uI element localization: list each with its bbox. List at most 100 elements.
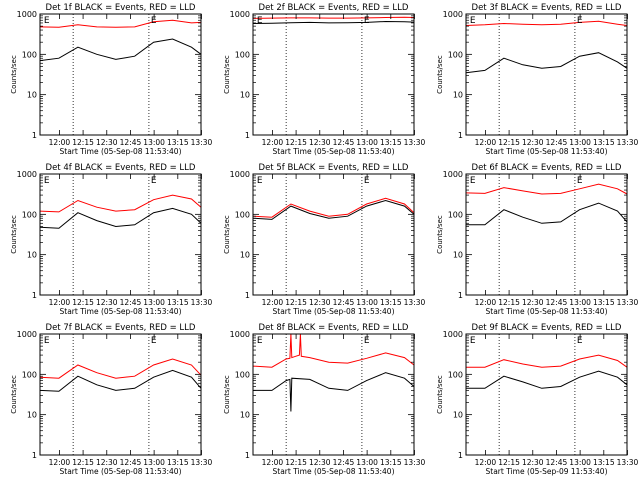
x-tick-label: 13:15 [167,458,189,467]
chart-panel-5: Det 5f BLACK = Events, RED = LLD 1 10 100 10… [223,163,426,316]
x-tick-label: 12:45 [546,298,568,307]
y-tick-label: 1 [458,131,463,140]
x-axis-label: Start Time (05-Sep-08 11:53:40) [273,467,395,476]
y-tick-label: 1000 [443,170,463,179]
plot-frame [465,333,628,456]
x-tick-label: 13:15 [593,458,615,467]
plot-frame [252,13,415,136]
y-tick-label: 100 [22,210,37,219]
y-tick-label: 10 [27,251,37,260]
y-tick-label: 10 [453,91,463,100]
x-tick-label: 13:15 [167,138,189,147]
x-tick-label: 13:00 [356,138,378,147]
x-tick-label: 13:15 [593,138,615,147]
y-tick-label: 1 [32,131,37,140]
x-tick-label: 12:15 [498,458,520,467]
event-marker-label: E [577,176,583,186]
chart-title: Det 8f BLACK = Events, RED = LLD [259,323,409,333]
plot-frame [39,333,202,456]
plot-frame [465,13,628,136]
event-marker-label: E [470,336,476,346]
x-tick-label: 12:45 [120,458,142,467]
y-tick-label: 10 [27,411,37,420]
x-tick-label: 13:00 [143,138,165,147]
series-line-2 [39,369,202,392]
chart-panel-1: Det 1f BLACK = Events, RED = LLD 1 10 100 10… [10,3,213,156]
x-tick-label: 12:00 [475,298,497,307]
series-line-2 [39,38,202,62]
y-axis-label: Counts/sec [10,215,18,254]
chart-title: Det 4f BLACK = Events, RED = LLD [46,163,196,173]
x-tick-label: 12:45 [546,138,568,147]
y-tick-label: 100 [22,50,37,59]
x-axis-label: Start Time (05-Sep-08 11:53:40) [486,147,608,156]
x-tick-label: 12:00 [262,458,284,467]
x-tick-label: 13:30 [617,138,639,147]
chart-panel-8: Det 8f BLACK = Events, RED = LLD 1 10 100 10… [223,323,426,476]
x-axis-label: Start Time (05-Sep-09 11:53:40) [486,467,608,476]
y-tick-label: 100 [448,370,463,379]
event-marker-label: E [470,16,476,26]
x-tick-label: 12:00 [262,138,284,147]
x-tick-label: 12:15 [72,458,94,467]
x-tick-label: 13:30 [191,458,213,467]
series-line-2 [39,207,202,229]
x-tick-label: 12:30 [309,138,331,147]
chart-panel-6: Det 6f BLACK = Events, RED = LLD 1 10 100 10… [436,163,639,316]
x-tick-label: 12:45 [333,458,355,467]
y-tick-label: 100 [235,50,250,59]
x-tick-label: 12:15 [285,298,307,307]
y-tick-label: 1000 [443,330,463,339]
chart-panel-3: Det 3f BLACK = Events, RED = LLD 1 10 100 10… [436,3,639,156]
chart-title: Det 2f BLACK = Events, RED = LLD [259,3,409,13]
event-marker-label: E [364,16,370,26]
y-tick-label: 100 [448,210,463,219]
x-tick-label: 13:30 [617,298,639,307]
event-marker-label: E [44,336,50,346]
y-axis-label: Counts/sec [223,215,231,254]
y-tick-label: 1 [245,291,250,300]
series-line-1 [252,16,415,19]
y-axis-label: Counts/sec [10,55,18,94]
y-tick-label: 1000 [17,170,37,179]
x-tick-label: 12:15 [285,138,307,147]
y-tick-label: 1000 [230,10,250,19]
x-tick-label: 13:00 [356,298,378,307]
event-marker-label: E [257,16,263,26]
x-tick-label: 12:00 [49,138,71,147]
x-tick-label: 12:30 [522,138,544,147]
x-tick-label: 13:00 [143,458,165,467]
x-tick-label: 12:30 [96,458,118,467]
event-marker-label: E [470,176,476,186]
y-axis-label: Counts/sec [10,375,18,414]
x-tick-label: 13:30 [404,458,426,467]
x-tick-label: 12:30 [522,458,544,467]
event-marker-label: E [364,336,370,346]
y-tick-label: 10 [240,91,250,100]
event-marker-label: E [577,336,583,346]
x-tick-label: 12:45 [546,458,568,467]
x-tick-label: 12:15 [498,298,520,307]
y-tick-label: 1 [458,451,463,460]
y-tick-label: 10 [453,251,463,260]
x-tick-label: 13:30 [404,298,426,307]
series-line-1 [465,20,628,26]
series-line-1 [466,354,628,368]
series-line-1 [39,194,202,213]
chart-panel-2: Det 2f BLACK = Events, RED = LLD 1 10 100 10… [223,3,426,156]
y-tick-label: 100 [22,370,37,379]
series-line-1 [39,358,202,379]
y-axis-label: Counts/sec [436,215,444,254]
y-tick-label: 10 [240,251,250,260]
x-axis-label: Start Time (05-Sep-08 11:53:40) [486,307,608,316]
x-tick-label: 12:45 [333,298,355,307]
y-tick-label: 1000 [443,10,463,19]
y-tick-label: 1 [245,131,250,140]
series-line-1 [252,333,415,368]
x-tick-label: 13:00 [356,458,378,467]
chart-title: Det 7f BLACK = Events, RED = LLD [46,323,196,333]
y-axis-label: Counts/sec [436,375,444,414]
x-tick-label: 13:00 [143,298,165,307]
series-line-2 [466,370,628,389]
y-tick-label: 100 [448,50,463,59]
